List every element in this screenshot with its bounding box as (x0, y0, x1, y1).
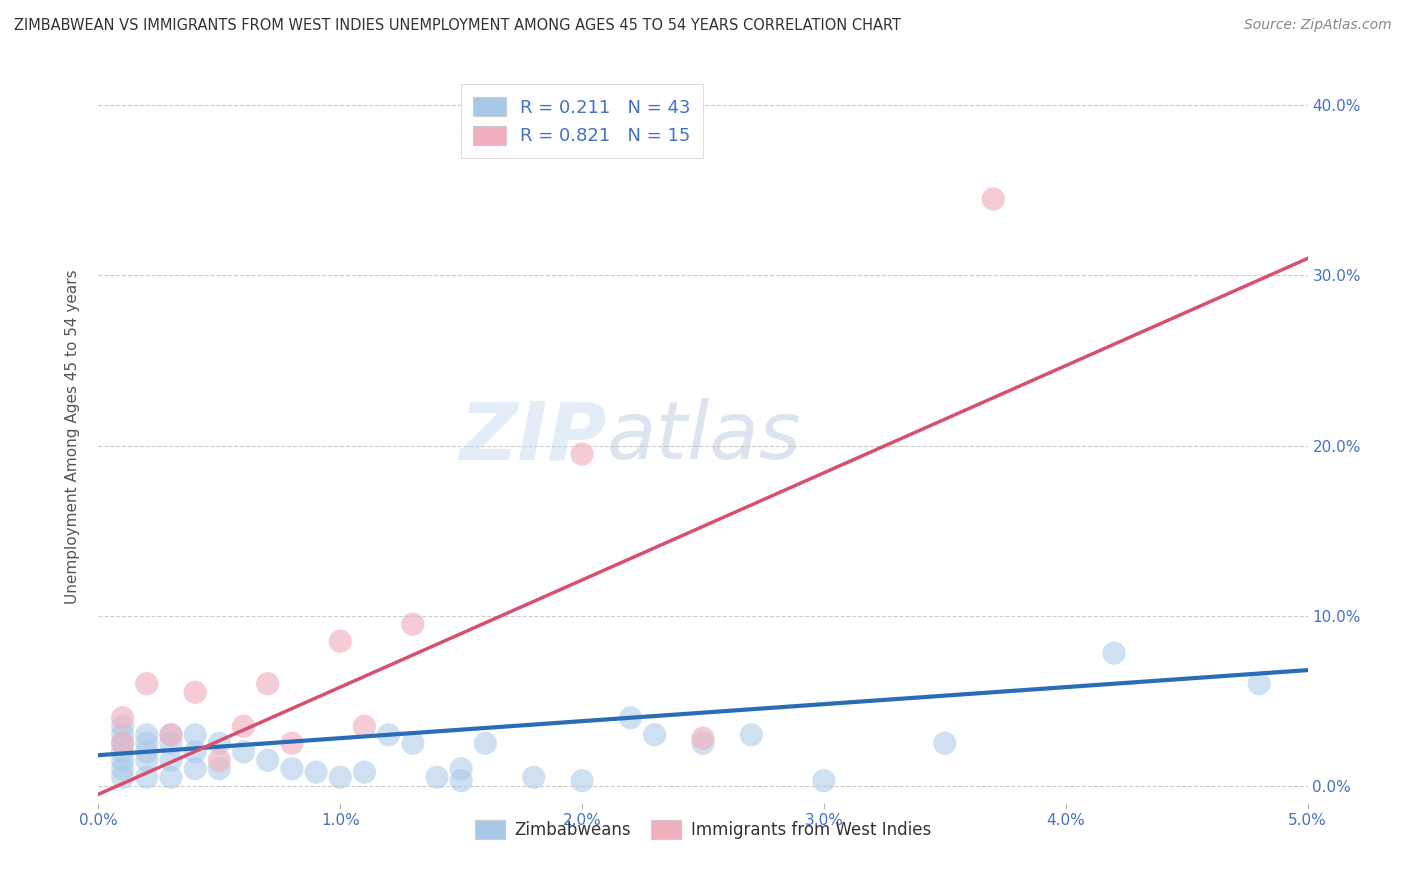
Point (353, 765, 375, 780)
Point (934, 736, 956, 750)
Point (135, 736, 157, 750)
Point (256, 753, 278, 767)
Text: ZIP: ZIP (458, 398, 606, 476)
Point (1249, 677, 1271, 691)
Point (644, 728, 666, 742)
Point (232, 745, 254, 759)
Text: Source: ZipAtlas.com: Source: ZipAtlas.com (1244, 18, 1392, 32)
Point (402, 617, 425, 632)
Point (111, 711, 134, 725)
Point (111, 770, 134, 784)
Text: ZIMBABWEAN VS IMMIGRANTS FROM WEST INDIES UNEMPLOYMENT AMONG AGES 45 TO 54 YEARS: ZIMBABWEAN VS IMMIGRANTS FROM WEST INDIE… (14, 18, 901, 33)
Point (474, 736, 496, 750)
Point (1102, 646, 1125, 660)
Point (160, 753, 183, 767)
Text: atlas: atlas (606, 398, 801, 476)
Point (619, 711, 641, 725)
Point (571, 447, 593, 461)
Point (184, 762, 207, 776)
Point (160, 728, 183, 742)
Point (208, 736, 231, 750)
Point (450, 773, 472, 788)
Point (135, 677, 157, 691)
Point (450, 762, 472, 776)
Point (281, 736, 304, 750)
Point (135, 770, 157, 784)
Point (184, 728, 207, 742)
Point (232, 719, 254, 733)
Point (329, 770, 352, 784)
Point (208, 762, 231, 776)
Point (184, 745, 207, 759)
Point (135, 728, 157, 742)
Point (740, 728, 762, 742)
Point (402, 736, 425, 750)
Y-axis label: Unemployment Among Ages 45 to 54 years: Unemployment Among Ages 45 to 54 years (65, 269, 80, 605)
Legend: Zimbabweans, Immigrants from West Indies: Zimbabweans, Immigrants from West Indies (468, 814, 938, 846)
Point (160, 736, 183, 750)
Point (111, 762, 134, 776)
Point (523, 770, 546, 784)
Point (111, 745, 134, 759)
Point (353, 719, 375, 733)
Point (692, 736, 714, 750)
Point (111, 736, 134, 750)
Point (813, 773, 835, 788)
Point (135, 745, 157, 759)
Point (208, 753, 231, 767)
Point (692, 731, 714, 746)
Point (571, 773, 593, 788)
Point (256, 677, 278, 691)
Point (111, 753, 134, 767)
Point (111, 719, 134, 733)
Point (281, 762, 304, 776)
Point (160, 728, 183, 742)
Point (184, 685, 207, 699)
Point (377, 728, 399, 742)
Point (981, 192, 1004, 206)
Point (111, 728, 134, 742)
Point (426, 770, 449, 784)
Point (111, 736, 134, 750)
Point (305, 765, 328, 780)
Point (135, 753, 157, 767)
Point (160, 770, 183, 784)
Point (329, 634, 352, 648)
